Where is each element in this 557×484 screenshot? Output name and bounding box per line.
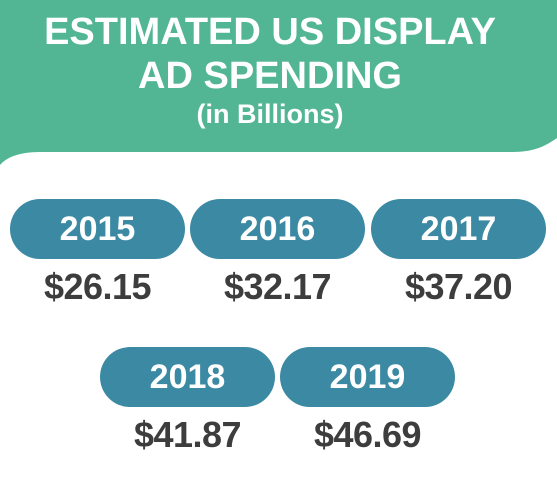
spending-value: $46.69 xyxy=(313,414,422,455)
spending-value: $41.87 xyxy=(133,414,242,455)
year-pill: 2018 xyxy=(100,347,275,407)
stat-2015: 2015 $26.15 xyxy=(10,199,185,309)
stat-2016: 2016 $32.17 xyxy=(190,199,365,309)
spending-value: $32.17 xyxy=(223,266,332,307)
stat-2017: 2017 $37.20 xyxy=(371,199,546,309)
year-pill: 2019 xyxy=(280,347,455,407)
banner-shape xyxy=(0,0,557,165)
stat-2019: 2019 $46.69 xyxy=(280,347,455,457)
header-banner: ESTIMATED US DISPLAY AD SPENDING (in Bil… xyxy=(0,0,557,165)
year-pill: 2015 xyxy=(10,199,185,259)
stat-2018: 2018 $41.87 xyxy=(100,347,275,457)
spending-value: $26.15 xyxy=(43,266,152,307)
year-pill: 2016 xyxy=(190,199,365,259)
page-subtitle: (in Billions) xyxy=(196,99,344,129)
page-title: ESTIMATED US DISPLAY AD SPENDING xyxy=(0,10,540,98)
year-pill: 2017 xyxy=(371,199,546,259)
title-line-1: ESTIMATED US DISPLAY xyxy=(44,11,496,53)
spending-value: $37.20 xyxy=(404,266,513,307)
title-line-2: AD SPENDING xyxy=(138,55,402,97)
